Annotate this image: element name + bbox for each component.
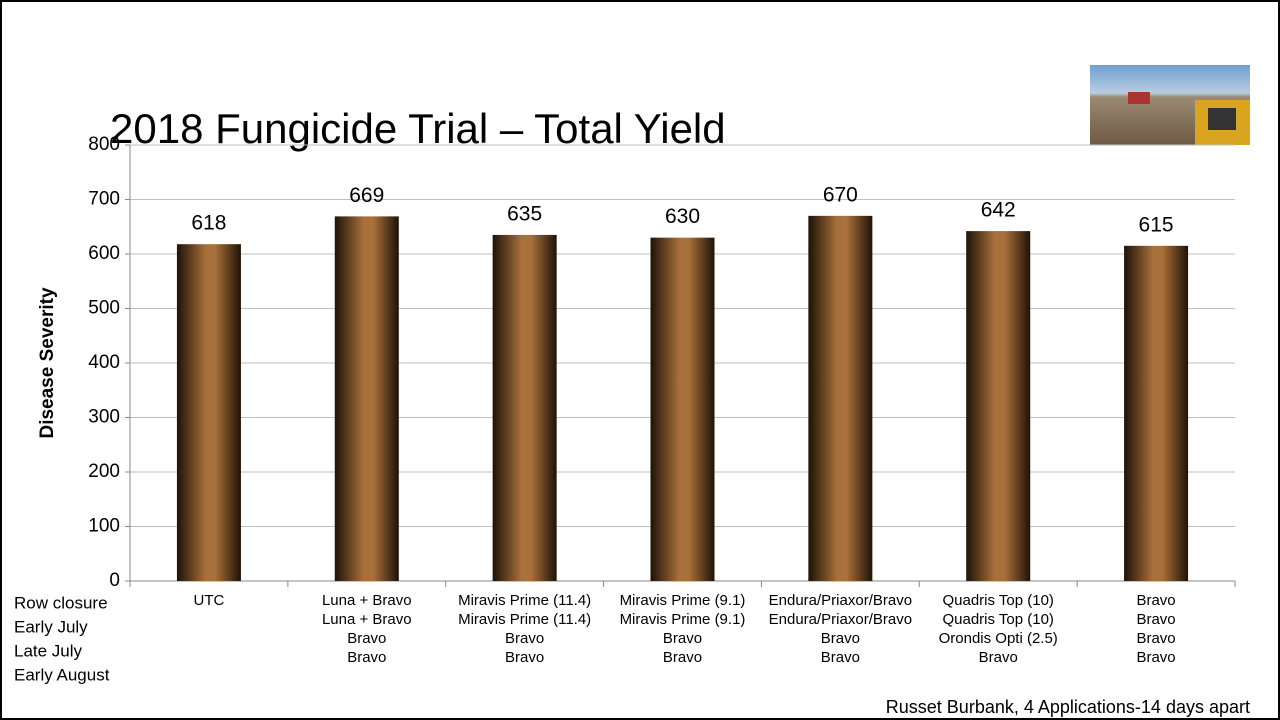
data-label: 618: [191, 212, 226, 235]
y-tick-label: 0: [109, 570, 120, 591]
x-tick-label: Endura/Priaxor/Bravo: [769, 592, 912, 609]
x-tick-label: Bravo: [505, 649, 544, 666]
data-label: 670: [823, 183, 858, 206]
photo: [1090, 65, 1250, 145]
chart-title: 2018 Fungicide Trial – Total Yield: [110, 105, 726, 152]
bar: [1124, 245, 1189, 581]
x-tick-label: Bravo: [505, 630, 544, 647]
y-tick-label: 200: [88, 461, 120, 482]
y-tick-label: 700: [88, 189, 120, 210]
row-label: Late July: [14, 641, 83, 660]
y-tick-label: 400: [88, 352, 120, 373]
bar: [966, 231, 1031, 582]
x-tick-label: Bravo: [1136, 611, 1175, 628]
x-tick-label: Luna + Bravo: [322, 592, 412, 609]
y-tick-label: 600: [88, 243, 120, 264]
y-tick-label: 300: [88, 407, 120, 428]
x-tick-label: Bravo: [979, 649, 1018, 666]
x-tick-label: Luna + Bravo: [322, 611, 412, 628]
data-label: 630: [665, 205, 700, 228]
x-tick-label: Bravo: [663, 649, 702, 666]
data-label: 615: [1139, 213, 1174, 236]
y-tick-label: 500: [88, 298, 120, 319]
x-tick-label: Quadris Top (10): [942, 611, 1053, 628]
y-tick-label: 100: [88, 516, 120, 537]
y-tick-label: 800: [88, 134, 120, 155]
x-tick-label: Bravo: [1136, 592, 1175, 609]
row-label: Row closure: [14, 593, 108, 612]
x-tick-label: Miravis Prime (11.4): [458, 592, 591, 609]
x-tick-label: Bravo: [347, 649, 386, 666]
bar: [492, 234, 557, 582]
x-tick-label: Bravo: [663, 630, 702, 647]
bar: [808, 215, 873, 581]
x-tick-label: Bravo: [821, 630, 860, 647]
data-label: 635: [507, 202, 542, 225]
y-axis-label: Disease Severity: [37, 287, 58, 438]
x-tick-label: UTC: [194, 592, 225, 609]
x-tick-label: Bravo: [821, 649, 860, 666]
x-tick-label: Miravis Prime (9.1): [620, 611, 746, 628]
row-label: Early August: [14, 665, 110, 684]
x-tick-label: Endura/Priaxor/Bravo: [769, 611, 912, 628]
bar: [176, 244, 241, 581]
x-tick-label: Miravis Prime (11.4): [458, 611, 591, 628]
x-tick-label: Miravis Prime (9.1): [620, 592, 746, 609]
row-label: Early July: [14, 617, 88, 636]
x-tick-label: Quadris Top (10): [942, 592, 1053, 609]
x-tick-label: Orondis Opti (2.5): [939, 630, 1058, 647]
x-tick-label: Bravo: [347, 630, 386, 647]
x-tick-label: Bravo: [1136, 630, 1175, 647]
data-label: 669: [349, 184, 384, 207]
footnote: Russet Burbank, 4 Applications-14 days a…: [886, 697, 1250, 717]
plot: 0 100 200 300 400 500 600 700 800 Row closure Earl…: [14, 134, 1236, 684]
data-label: 642: [981, 199, 1016, 222]
bar: [334, 216, 399, 581]
bar: [650, 237, 715, 581]
x-tick-label: Bravo: [1136, 649, 1175, 666]
